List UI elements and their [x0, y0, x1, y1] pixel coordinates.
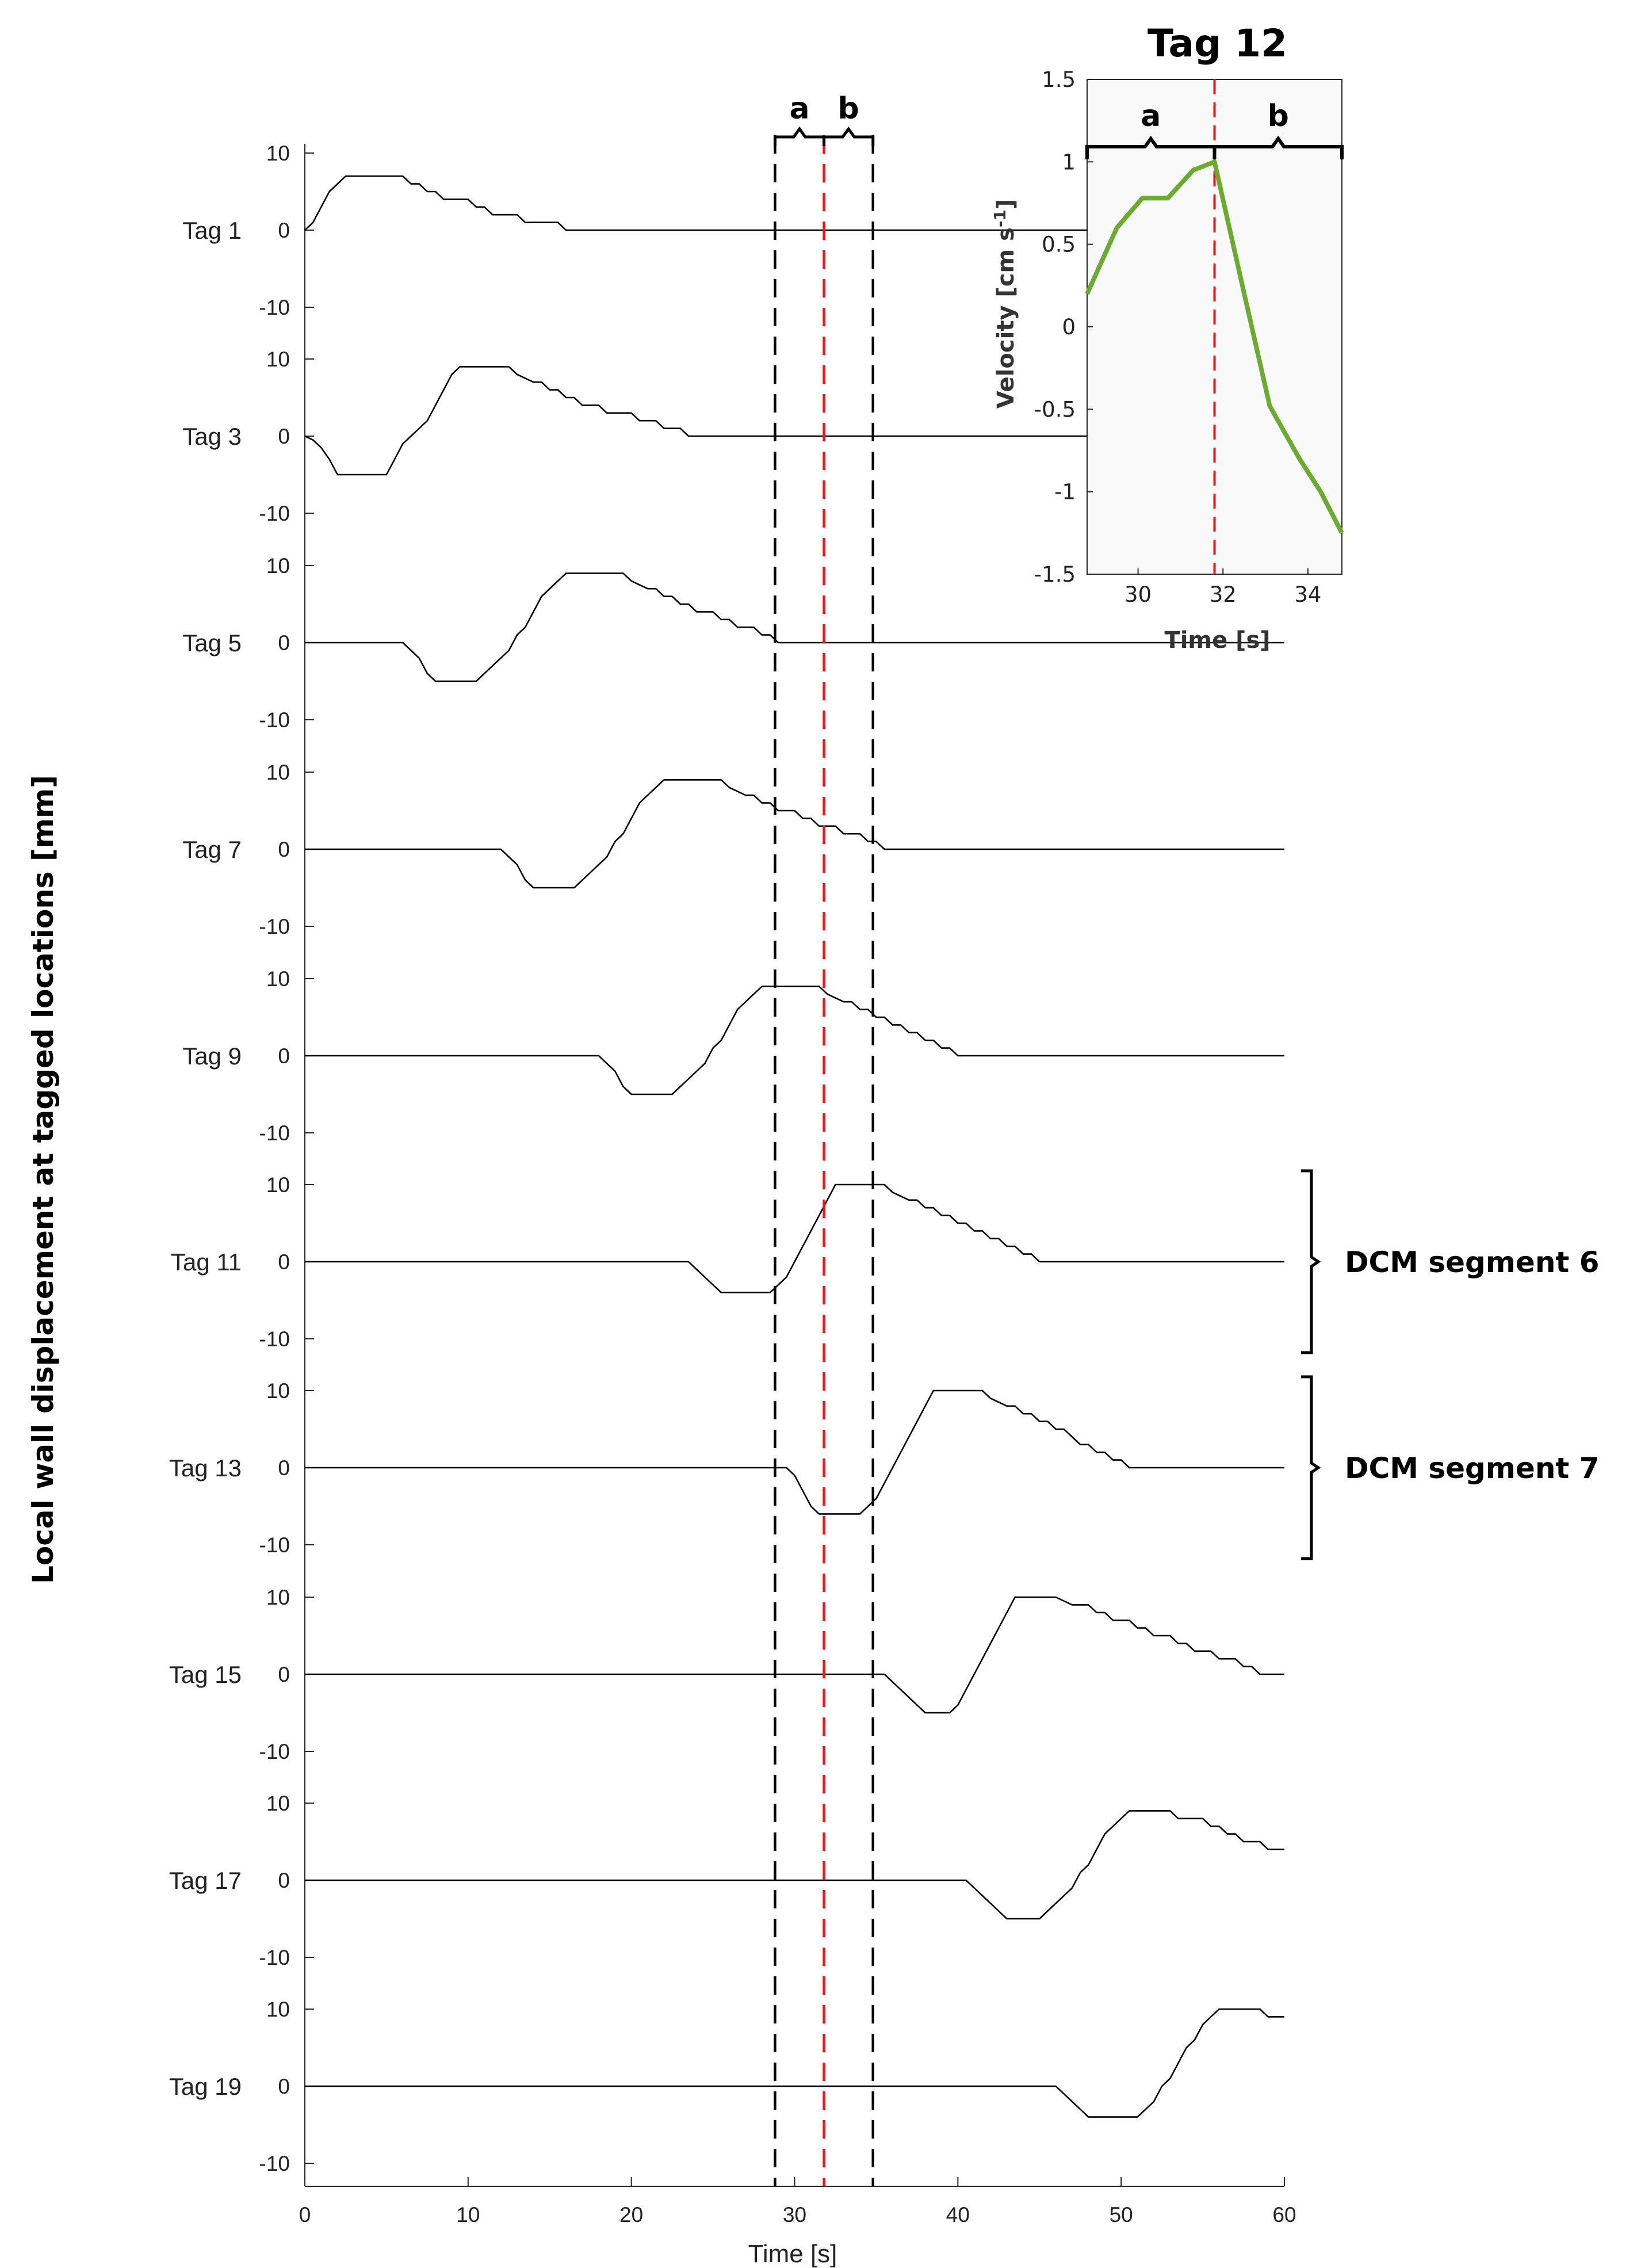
- inset-x-tick-label: 34: [1294, 582, 1321, 607]
- inset-bracket-b: [1212, 135, 1344, 159]
- subplot-tag-1: 10 0 -10 Tag 1: [182, 142, 1284, 319]
- subplot-tag-9: 10 0 -10 Tag 9: [182, 967, 1284, 1145]
- inset-xlabel: Time [s]: [1164, 627, 1270, 654]
- x-tick-label: 40: [946, 2203, 970, 2227]
- series-line-tag-15: [305, 1596, 1284, 1714]
- series-line-tag-1: [304, 175, 1284, 231]
- inset-y-tick-label: 0: [1062, 315, 1076, 339]
- inset-y-tick-label: -1: [1054, 480, 1076, 505]
- subplot-tag-19: 10 0 -10 Tag 19: [169, 1998, 1284, 2175]
- y-tick-label: -10: [259, 915, 290, 938]
- inset-ylabel: Velocity [cm s-1]: [990, 199, 1019, 408]
- tag-label: Tag 1: [182, 217, 242, 244]
- y-tick-label: -10: [259, 2152, 290, 2175]
- y-tick-label: 0: [278, 1250, 290, 1274]
- inset-x-tick-label: 32: [1210, 582, 1237, 607]
- inset-y-tick-label: 1: [1062, 150, 1076, 174]
- subplot-tag-17: 10 0 -10 Tag 17: [169, 1792, 1284, 1969]
- y-tick-label: 0: [278, 219, 290, 242]
- x-tick-label: 0: [299, 2203, 311, 2227]
- inset-plot: Tag 12 1.5 1 0.5 0 -0.5 -1 -1.5 30 32 34 Time [s] Ve…: [990, 21, 1344, 654]
- y-tick-label: -10: [259, 708, 290, 732]
- y-tick-label: -10: [259, 1327, 290, 1351]
- tag-label: Tag 13: [169, 1454, 242, 1482]
- y-tick-label: 10: [266, 348, 290, 371]
- y-tick-label: 10: [266, 1379, 290, 1403]
- x-tick-label: 60: [1272, 2203, 1296, 2227]
- tag-label: Tag 11: [171, 1248, 242, 1276]
- y-tick-label: 10: [266, 1586, 290, 1609]
- x-tick-label: 20: [619, 2203, 643, 2227]
- x-tick-label: 30: [783, 2203, 806, 2227]
- y-tick-label: 10: [266, 1792, 290, 1815]
- tag-label: Tag 19: [169, 2073, 242, 2100]
- series-line-tag-3: [304, 366, 1284, 476]
- series-line-tag-7: [305, 779, 1284, 889]
- inset-bracket-label-b: b: [1268, 99, 1289, 133]
- y-tick-label: -10: [259, 1121, 290, 1145]
- bracket-label-b: b: [838, 91, 859, 126]
- y-tick-label: -10: [259, 1946, 290, 1969]
- tag-label: Tag 7: [182, 836, 242, 863]
- subplot-tag-5: 10 0 -10 Tag 5: [182, 554, 1284, 732]
- main-ylabel: Local wall displacement at tagged locati…: [26, 775, 60, 1584]
- y-tick-label: 10: [266, 761, 290, 784]
- y-tick-label: -10: [259, 296, 290, 319]
- tag-label: Tag 17: [169, 1867, 242, 1894]
- inset-bracket-label-a: a: [1141, 99, 1161, 133]
- x-tick-label: 50: [1110, 2203, 1133, 2227]
- tag-label: Tag 3: [182, 423, 242, 450]
- y-tick-label: 0: [278, 1044, 290, 1068]
- dcm-segment-label: DCM segment 6: [1345, 1246, 1600, 1279]
- series-line-tag-5: [305, 572, 1284, 682]
- bracket-label-a: a: [789, 91, 809, 126]
- y-tick-label: 10: [266, 1998, 290, 2021]
- y-tick-label: -10: [259, 1740, 290, 1763]
- dcm-segment-label: DCM segment 7: [1345, 1452, 1600, 1485]
- inset-y-tick-label: -1.5: [1034, 562, 1076, 587]
- dcm-bracket: [1301, 1375, 1321, 1560]
- y-tick-label: 0: [278, 425, 290, 448]
- y-tick-label: 10: [266, 554, 290, 578]
- y-tick-label: 0: [278, 1869, 290, 1892]
- y-tick-label: 0: [278, 1456, 290, 1480]
- inset-y-tick-label: 1.5: [1042, 67, 1076, 92]
- x-tick-label: 10: [456, 2203, 480, 2227]
- y-tick-label: 0: [278, 631, 290, 655]
- inset-title: Tag 12: [1147, 21, 1287, 66]
- y-tick-label: 10: [266, 142, 290, 165]
- series-line-tag-17: [305, 1810, 1284, 1920]
- subplot-tag-11: 10 0 -10 Tag 11: [171, 1173, 1284, 1351]
- subplot-tag-13: 10 0 -10 Tag 13: [169, 1379, 1284, 1557]
- inset-x-tick-label: 30: [1124, 582, 1152, 607]
- dcm-bracket: [1301, 1169, 1321, 1354]
- subplot-tag-7: 10 0 -10 Tag 7: [182, 761, 1284, 938]
- tag-label: Tag 5: [182, 629, 242, 656]
- tag-label: Tag 15: [169, 1661, 242, 1688]
- subplot-tag-3: 10 0 -10 Tag 3: [182, 348, 1284, 525]
- series-line-tag-11: [305, 1183, 1284, 1293]
- main-xlabel: Time [s]: [748, 2240, 837, 2268]
- series-line-tag-19: [305, 2008, 1284, 2118]
- y-tick-label: 0: [278, 838, 290, 861]
- subplot-tag-15: 10 0 -10 Tag 15: [169, 1586, 1284, 1763]
- y-tick-label: 10: [266, 1173, 290, 1197]
- tag-label: Tag 9: [182, 1043, 242, 1070]
- inset-y-tick-label: -0.5: [1034, 397, 1076, 422]
- y-tick-label: -10: [259, 502, 290, 525]
- bracket-b: [823, 126, 875, 146]
- inset-y-tick-label: 0.5: [1042, 232, 1076, 257]
- y-tick-label: -10: [259, 1533, 290, 1557]
- inset-velocity-line: [1085, 159, 1344, 534]
- y-tick-label: 10: [266, 967, 290, 991]
- y-tick-label: 0: [278, 1663, 290, 1686]
- y-tick-label: 0: [278, 2075, 290, 2098]
- series-line-tag-13: [305, 1389, 1284, 1515]
- series-line-tag-9: [305, 986, 1284, 1095]
